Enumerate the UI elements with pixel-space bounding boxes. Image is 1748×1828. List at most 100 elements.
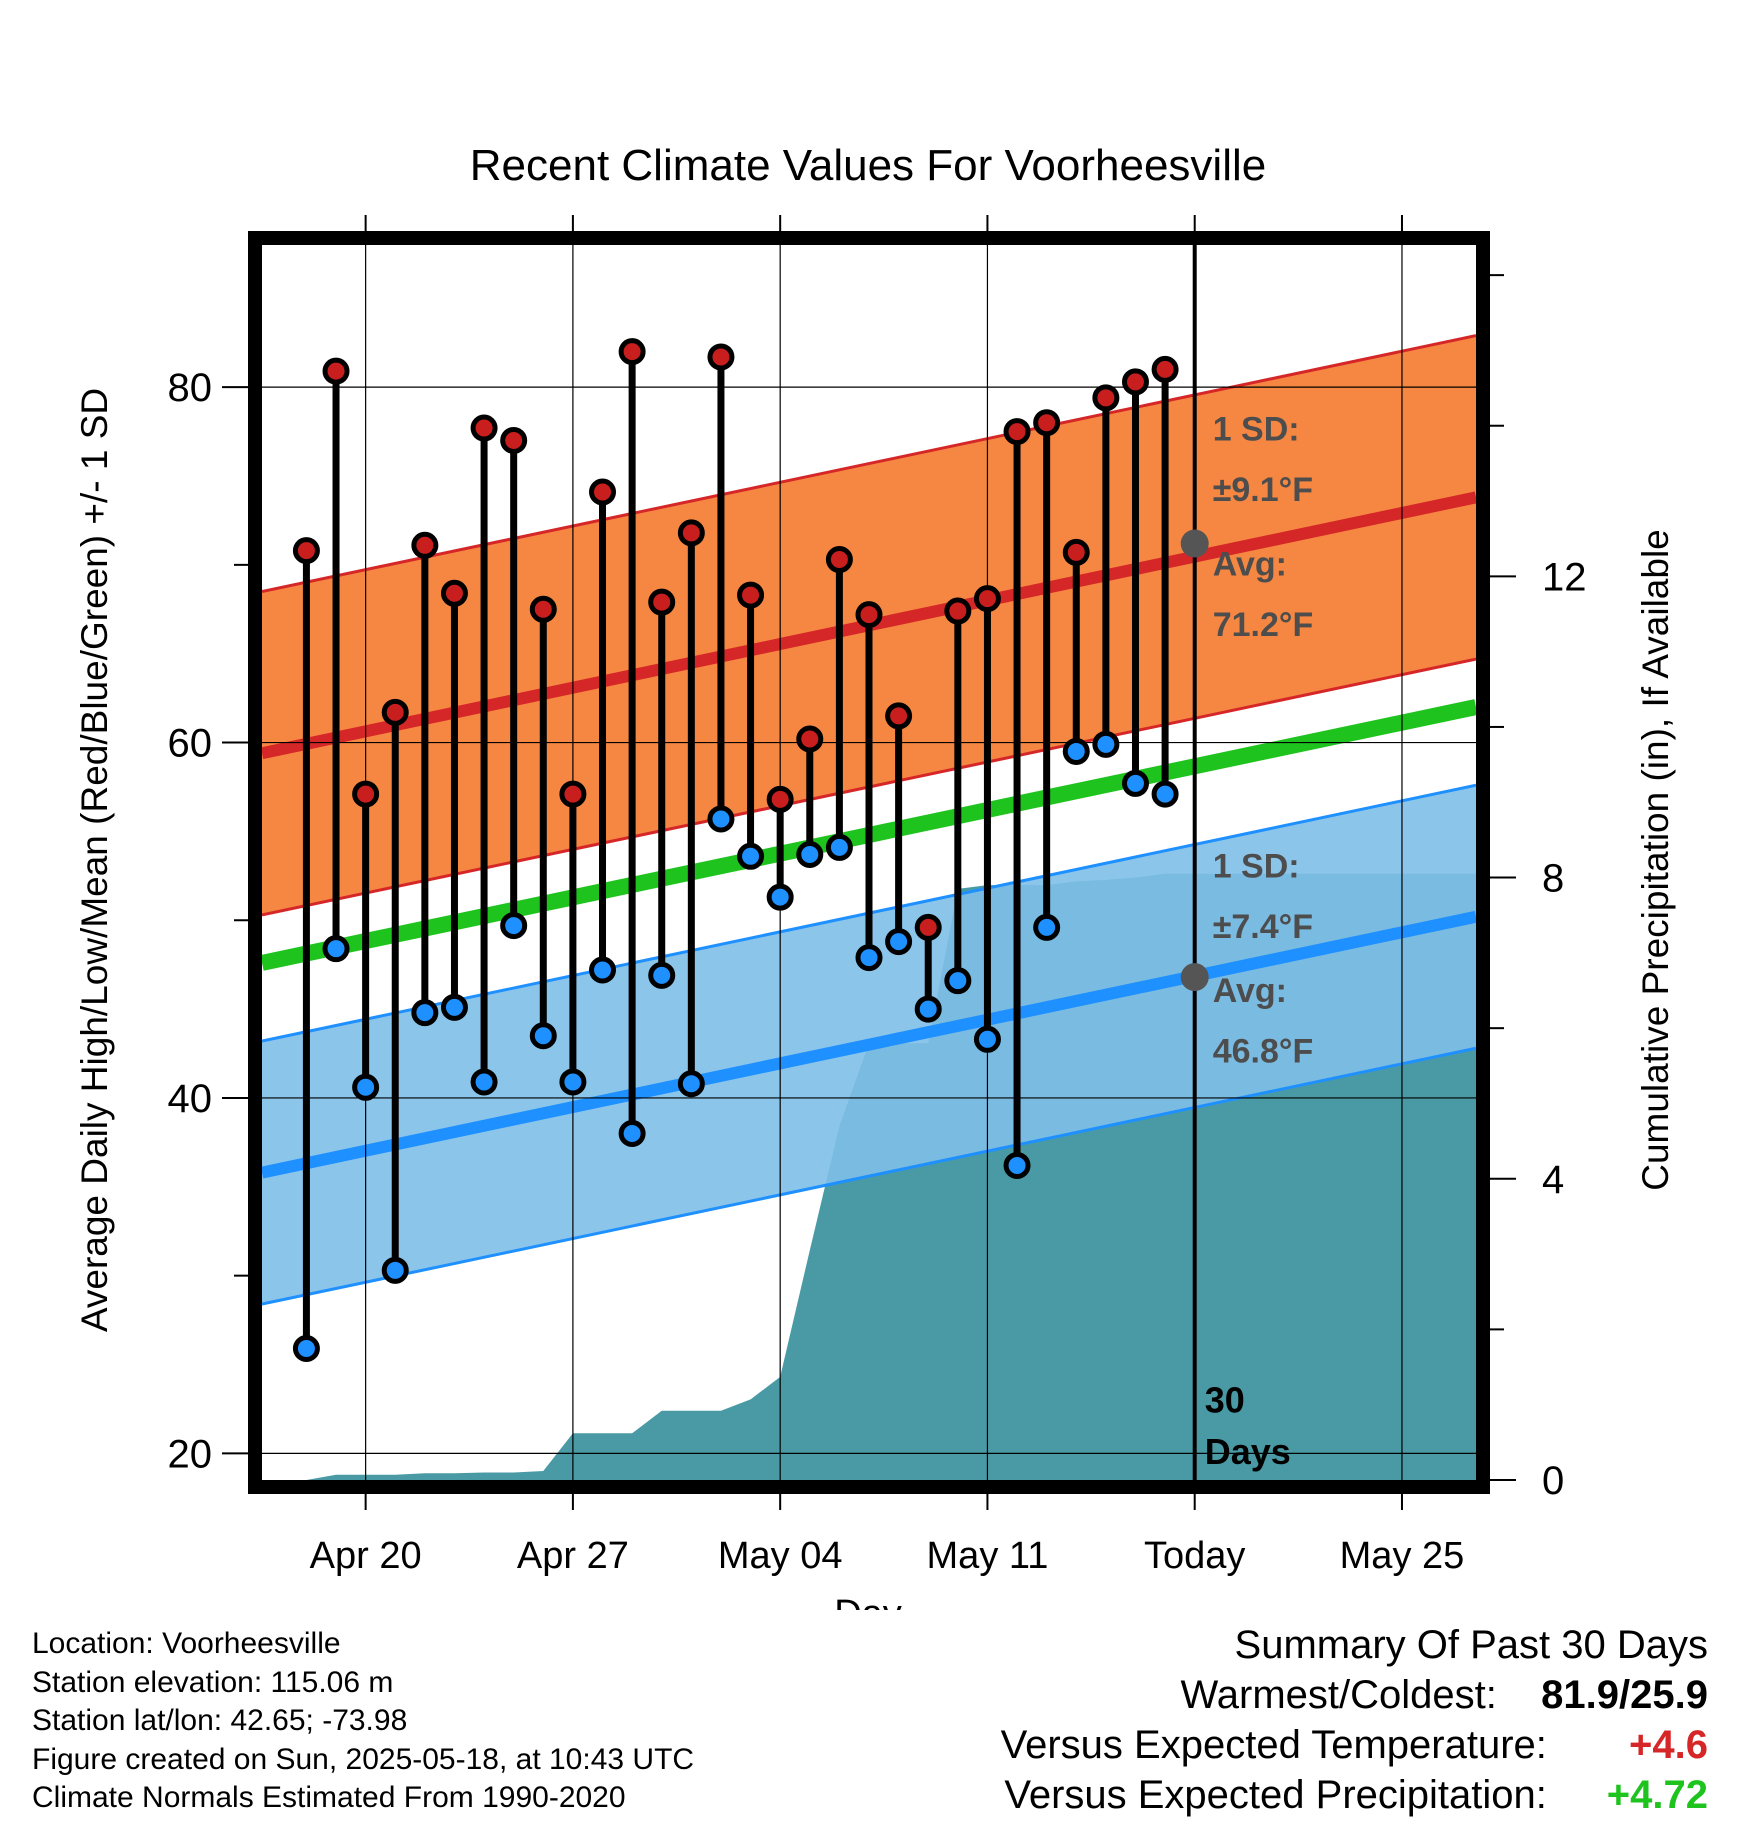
today-avg-low-marker <box>1180 963 1209 992</box>
high-sd-upper-edge <box>262 334 1476 593</box>
high-avg-label: Avg: <box>1213 546 1287 584</box>
low-point-25 <box>1033 913 1061 941</box>
summary-temp-row: Versus Expected Temperature: +4.6 <box>1001 1720 1708 1770</box>
low-sd-lower-edge <box>262 1046 1476 1306</box>
y-tick-label-0: 20 <box>168 1432 213 1476</box>
climate-chart: Recent Climate Values For Voorheesville … <box>74 141 1676 1610</box>
summary-precip-row: Versus Expected Precipitation: +4.72 <box>1001 1770 1708 1820</box>
high-point-5 <box>440 579 468 607</box>
low-point-27 <box>1092 730 1120 758</box>
high-point-6 <box>470 414 498 442</box>
high-point-10 <box>589 478 617 506</box>
high-point-2 <box>352 780 380 808</box>
low-point-9 <box>559 1068 587 1096</box>
low-point-8 <box>529 1022 557 1050</box>
x-tick-label-5: May 25 <box>1340 1535 1465 1577</box>
high-point-21 <box>914 913 942 941</box>
low-point-13 <box>677 1070 705 1098</box>
low-point-5 <box>440 993 468 1021</box>
low-point-15 <box>737 842 765 870</box>
low-point-2 <box>352 1073 380 1101</box>
low-sd-label: 1 SD: <box>1213 848 1300 886</box>
x-tick-label-0: Apr 20 <box>310 1535 422 1577</box>
y2-tick-label-2: 8 <box>1542 857 1564 901</box>
window-label-days: Days <box>1205 1431 1291 1472</box>
low-point-20 <box>885 928 913 956</box>
low-point-3 <box>381 1256 409 1284</box>
low-point-17 <box>796 841 824 869</box>
high-point-1 <box>322 357 350 385</box>
high-avg-value: 71.2°F <box>1213 606 1314 644</box>
low-point-4 <box>411 999 439 1027</box>
low-point-21 <box>914 995 942 1023</box>
summary-panel: Summary Of Past 30 Days Warmest/Coldest:… <box>1001 1620 1708 1820</box>
low-point-11 <box>618 1119 646 1147</box>
low-sd-value: ±7.4°F <box>1213 908 1313 946</box>
station-info: Location: Voorheesville Station elevatio… <box>32 1625 694 1818</box>
y2-tick-label-3: 12 <box>1542 555 1587 599</box>
high-point-12 <box>648 588 676 616</box>
y2-axis-label: Cumulative Precipitation (in), If Availa… <box>1635 529 1676 1191</box>
high-point-22 <box>944 597 972 625</box>
low-point-26 <box>1062 737 1090 765</box>
window-label-number: 30 <box>1205 1379 1245 1420</box>
low-point-16 <box>766 883 794 911</box>
plot-frame <box>248 231 1490 1494</box>
low-point-14 <box>707 805 735 833</box>
high-point-11 <box>618 338 646 366</box>
y-tick-label-3: 80 <box>168 366 213 410</box>
x-tick-label-3: May 11 <box>927 1535 1049 1577</box>
high-point-8 <box>529 595 557 623</box>
low-point-18 <box>825 833 853 861</box>
low-point-22 <box>944 967 972 995</box>
high-sd-value: ±9.1°F <box>1213 471 1313 509</box>
low-point-29 <box>1151 780 1179 808</box>
high-point-17 <box>796 725 824 753</box>
precip-value: +4.72 <box>1606 1773 1708 1817</box>
summary-warmest-row: Warmest/Coldest: 81.9/25.9 <box>1001 1670 1709 1720</box>
high-point-16 <box>766 785 794 813</box>
warmest-value: 81.9/25.9 <box>1541 1673 1708 1717</box>
high-point-26 <box>1062 538 1090 566</box>
low-normal-line <box>262 910 1476 1179</box>
high-point-13 <box>677 519 705 547</box>
temp-value: +4.6 <box>1629 1723 1708 1767</box>
high-point-18 <box>825 546 853 574</box>
y-tick-label-2: 60 <box>168 722 213 766</box>
x-axis-label: Day <box>834 1593 902 1610</box>
created-text: Figure created on Sun, 2025-05-18, at 10… <box>32 1742 695 1776</box>
low-point-7 <box>500 912 528 940</box>
high-point-29 <box>1151 355 1179 383</box>
chart-title: Recent Climate Values For Voorheesville <box>470 141 1266 190</box>
high-point-20 <box>885 702 913 730</box>
y-tick-label-1: 40 <box>168 1077 213 1121</box>
high-point-4 <box>411 531 439 559</box>
y2-tick-label-0: 0 <box>1542 1459 1564 1503</box>
location-text: Location: Voorheesville <box>32 1627 341 1660</box>
high-point-7 <box>500 426 528 454</box>
low-avg-value: 46.8°F <box>1213 1032 1314 1070</box>
high-point-9 <box>559 780 587 808</box>
high-point-3 <box>381 698 409 726</box>
low-point-0 <box>292 1335 320 1363</box>
x-tick-label-2: May 04 <box>718 1535 843 1577</box>
low-point-6 <box>470 1068 498 1096</box>
low-point-28 <box>1121 769 1149 797</box>
low-point-1 <box>322 935 350 963</box>
low-point-23 <box>973 1025 1001 1053</box>
high-point-0 <box>292 537 320 565</box>
high-point-14 <box>707 343 735 371</box>
high-point-24 <box>1003 418 1031 446</box>
high-point-15 <box>737 581 765 609</box>
low-point-19 <box>855 944 883 972</box>
x-tick-label-1: Apr 27 <box>517 1535 629 1577</box>
precip-label: Versus Expected Precipitation: <box>1004 1773 1547 1817</box>
normals-text: Climate Normals Estimated From 1990-2020 <box>32 1781 626 1814</box>
low-point-12 <box>648 961 676 989</box>
elevation-text: Station elevation: 115.06 m <box>32 1665 394 1699</box>
temp-label: Versus Expected Temperature: <box>1000 1723 1547 1767</box>
high-point-28 <box>1121 368 1149 396</box>
summary-title: Summary Of Past 30 Days <box>1234 1623 1708 1667</box>
today-avg-high-marker <box>1180 529 1209 558</box>
high-point-25 <box>1033 409 1061 437</box>
